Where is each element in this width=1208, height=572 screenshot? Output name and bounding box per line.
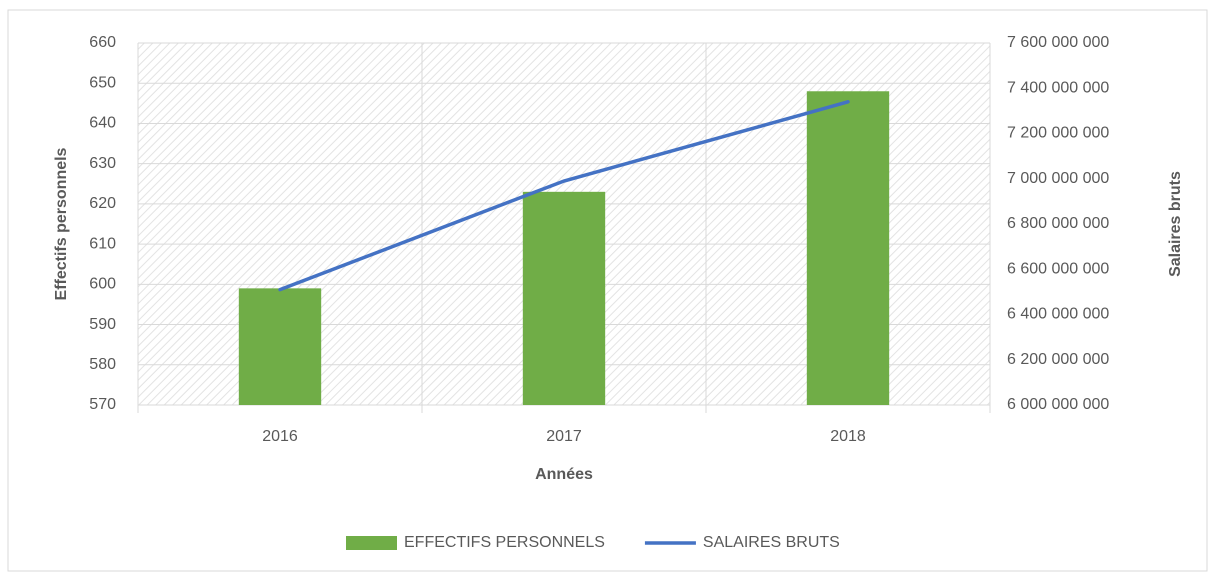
y-tick-label: 610 — [89, 235, 116, 252]
line — [278, 100, 850, 292]
y-tick-label: 600 — [89, 276, 116, 293]
y2-tick-label: 7 600 000 000 — [1007, 34, 1109, 51]
x-tick-label: 2016 — [262, 428, 298, 445]
y2-tick-label: 6 400 000 000 — [1007, 306, 1109, 323]
y-tick-label: 660 — [89, 34, 116, 51]
x-tick-label: 2018 — [830, 428, 866, 445]
y-tick-label: 570 — [89, 396, 116, 413]
y2-tick-label: 6 600 000 000 — [1007, 260, 1109, 277]
legend-swatch — [346, 536, 397, 550]
legend-label: EFFECTIFS PERSONNELS — [404, 534, 605, 551]
y-tick-label: 580 — [89, 356, 116, 373]
y-axis-title: Effectifs personnels — [53, 147, 70, 300]
x-axis-title: Années — [535, 466, 593, 483]
y-tick-label: 630 — [89, 155, 116, 172]
y-tick-label: 650 — [89, 74, 116, 91]
y2-tick-label: 7 400 000 000 — [1007, 79, 1109, 96]
y-tick-label: 640 — [89, 115, 116, 132]
y2-axis-title: Salaires bruts — [1167, 171, 1184, 277]
y2-tick-label: 7 000 000 000 — [1007, 170, 1109, 187]
bar — [238, 288, 322, 405]
y2-tick-label: 7 200 000 000 — [1007, 125, 1109, 142]
bar — [522, 191, 606, 405]
x-tick-label: 2017 — [546, 428, 582, 445]
y2-tick-label: 6 800 000 000 — [1007, 215, 1109, 232]
y2-tick-label: 6 000 000 000 — [1007, 396, 1109, 413]
bar — [806, 91, 890, 406]
legend-label: SALAIRES BRUTS — [703, 534, 840, 551]
y-tick-label: 620 — [89, 195, 116, 212]
y-tick-label: 590 — [89, 316, 116, 333]
y2-tick-label: 6 200 000 000 — [1007, 351, 1109, 368]
